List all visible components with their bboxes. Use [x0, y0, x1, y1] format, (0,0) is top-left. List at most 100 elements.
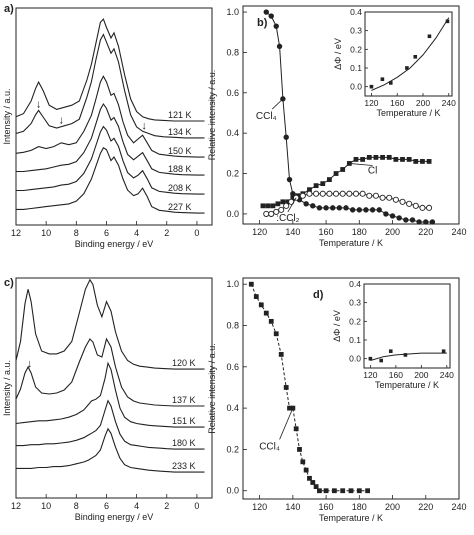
y-tick-label: 0.2	[226, 169, 239, 179]
x-tick-label: 120	[364, 98, 378, 108]
spectrum-trace	[15, 75, 205, 158]
trace-temperature-label: 120 K	[172, 358, 196, 368]
x-tick-label: 160	[319, 227, 334, 237]
data-point	[426, 159, 432, 164]
x-tick-label: 140	[285, 502, 300, 512]
data-point	[405, 66, 409, 70]
data-point	[372, 192, 379, 199]
data-point	[286, 176, 293, 183]
feature-arrow: ↓	[27, 358, 33, 370]
data-point	[363, 207, 369, 213]
y-tick-label: 1.0	[226, 279, 239, 289]
data-point	[340, 488, 346, 494]
data-point	[280, 199, 286, 205]
data-point	[380, 154, 385, 160]
x-tick-label: 10	[41, 501, 51, 511]
data-point	[323, 205, 329, 211]
y-axis-label: Relative intensity / a.u.	[207, 343, 217, 434]
data-point	[310, 480, 316, 485]
trace-temperature-label: 150 K	[168, 146, 192, 156]
data-point	[403, 353, 408, 357]
data-point	[253, 294, 259, 299]
data-point	[409, 217, 416, 223]
x-tick-label: 4	[134, 228, 139, 238]
y-tick-label: 0.2	[226, 444, 239, 454]
series-line	[262, 156, 430, 207]
trace-temperature-label: 134 K	[168, 127, 192, 137]
inset-frame	[363, 283, 451, 369]
data-point	[386, 194, 393, 201]
plot-frame	[242, 5, 460, 225]
feature-arrow: ↓	[58, 115, 64, 127]
spectrum-trace	[15, 33, 205, 139]
x-axis-label: Temperature / K	[376, 108, 440, 118]
data-point	[349, 207, 356, 213]
x-tick-label: 2	[164, 228, 169, 238]
data-point	[290, 195, 296, 201]
y-tick-label: 0.3	[349, 298, 361, 308]
trace-temperature-label: 208 K	[168, 183, 192, 193]
data-point	[356, 488, 362, 494]
trace-temperature-label: 227 K	[168, 202, 192, 212]
x-tick-label: 8	[74, 228, 79, 238]
panel-letter: c)	[4, 277, 14, 289]
x-tick-label: 200	[385, 502, 400, 512]
data-point	[297, 447, 302, 452]
x-tick-label: 200	[416, 98, 430, 108]
data-point	[327, 177, 332, 182]
data-point	[365, 488, 371, 494]
data-point	[340, 167, 346, 172]
data-point	[273, 331, 279, 337]
y-tick-label: 0.8	[226, 47, 239, 57]
x-tick-label: 0	[194, 228, 199, 238]
y-tick-label: 0.4	[350, 7, 362, 17]
data-point	[319, 190, 326, 197]
trace-temperature-label: 188 K	[168, 164, 192, 174]
x-tick-label: 220	[418, 502, 433, 512]
data-point	[366, 192, 373, 199]
spectrum-trace	[15, 361, 205, 428]
x-tick-label: 200	[385, 227, 400, 237]
y-tick-label: 0.2	[350, 44, 362, 54]
data-point	[412, 202, 419, 209]
x-tick-label: 160	[390, 98, 404, 108]
data-point	[423, 219, 429, 225]
data-point	[376, 207, 382, 213]
data-point	[393, 157, 399, 162]
x-tick-label: 120	[252, 502, 267, 512]
x-tick-label: 160	[319, 502, 334, 512]
data-point	[399, 198, 406, 205]
data-point	[306, 190, 313, 197]
y-tick-label: 1.0	[226, 7, 239, 17]
panel-d-inset: 120 160 200 240 0.0 0.1 0.2 0.3 0.4 Temperature /…	[332, 279, 454, 390]
y-tick-label: 0.3	[350, 26, 362, 36]
data-point	[316, 205, 323, 211]
x-tick-label: 8	[74, 501, 79, 511]
data-point	[379, 194, 386, 201]
data-point	[419, 204, 426, 211]
x-tick-label: 10	[41, 228, 51, 238]
spectrum-trace	[15, 278, 205, 370]
data-point	[331, 488, 337, 494]
data-point	[290, 191, 296, 197]
series-label-leader	[279, 407, 294, 440]
data-point	[263, 210, 270, 217]
fit-curve	[371, 17, 450, 91]
x-tick-label: 140	[285, 227, 300, 237]
y-tick-label: 0.1	[349, 335, 361, 345]
x-tick-label: 240	[451, 227, 466, 237]
y-tick-label: 0.8	[226, 321, 239, 331]
spectrum-trace	[16, 125, 205, 195]
data-point	[369, 84, 374, 89]
data-point	[406, 157, 412, 162]
data-point	[429, 219, 436, 225]
x-tick-label: 4	[134, 501, 139, 511]
data-point	[278, 352, 284, 357]
data-point	[285, 199, 291, 205]
data-point	[333, 171, 339, 176]
data-point	[373, 154, 379, 160]
data-point	[299, 192, 306, 199]
series-label-leader	[287, 197, 297, 213]
data-point	[386, 154, 392, 160]
